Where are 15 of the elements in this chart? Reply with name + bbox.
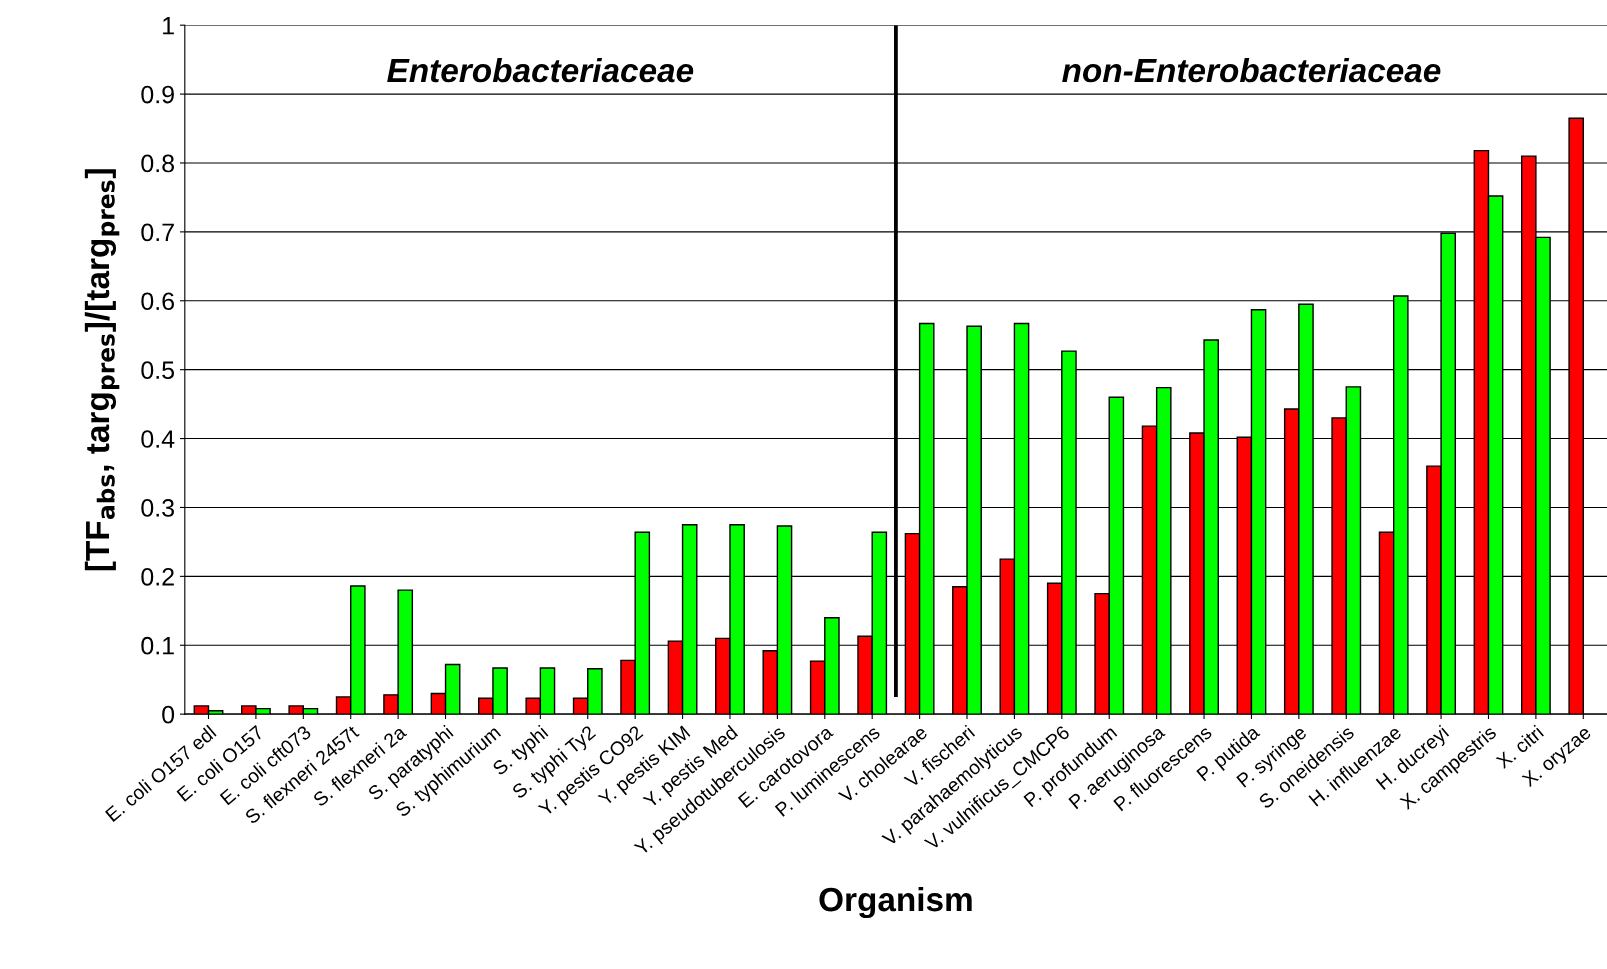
y-tick-label: 0.3 [141,499,174,517]
y-tick-label: 0.8 [141,154,174,173]
y-tick-label: 0.5 [141,361,175,379]
y-tick-label: 0.4 [141,430,175,448]
y-tick-label: 0.6 [141,292,174,311]
y-tick-label: 0.2 [141,567,174,586]
x-axis-title: Organism [819,886,972,919]
annotation: Enterobacteriaceae [387,57,694,83]
y-axis-title: [TF$_{abs}$, targ$_{pres}$]/[targ$_{pres}$] [84,169,120,571]
y-tick-label: 0.7 [141,223,174,242]
y-tick-label: 1 [163,17,174,35]
y-tick-label: 0 [162,705,175,724]
annotation: non-Enterobacteriaceae [1062,57,1441,83]
y-tick-label: 0.1 [141,636,174,655]
y-tick-label: 0.9 [141,85,174,104]
